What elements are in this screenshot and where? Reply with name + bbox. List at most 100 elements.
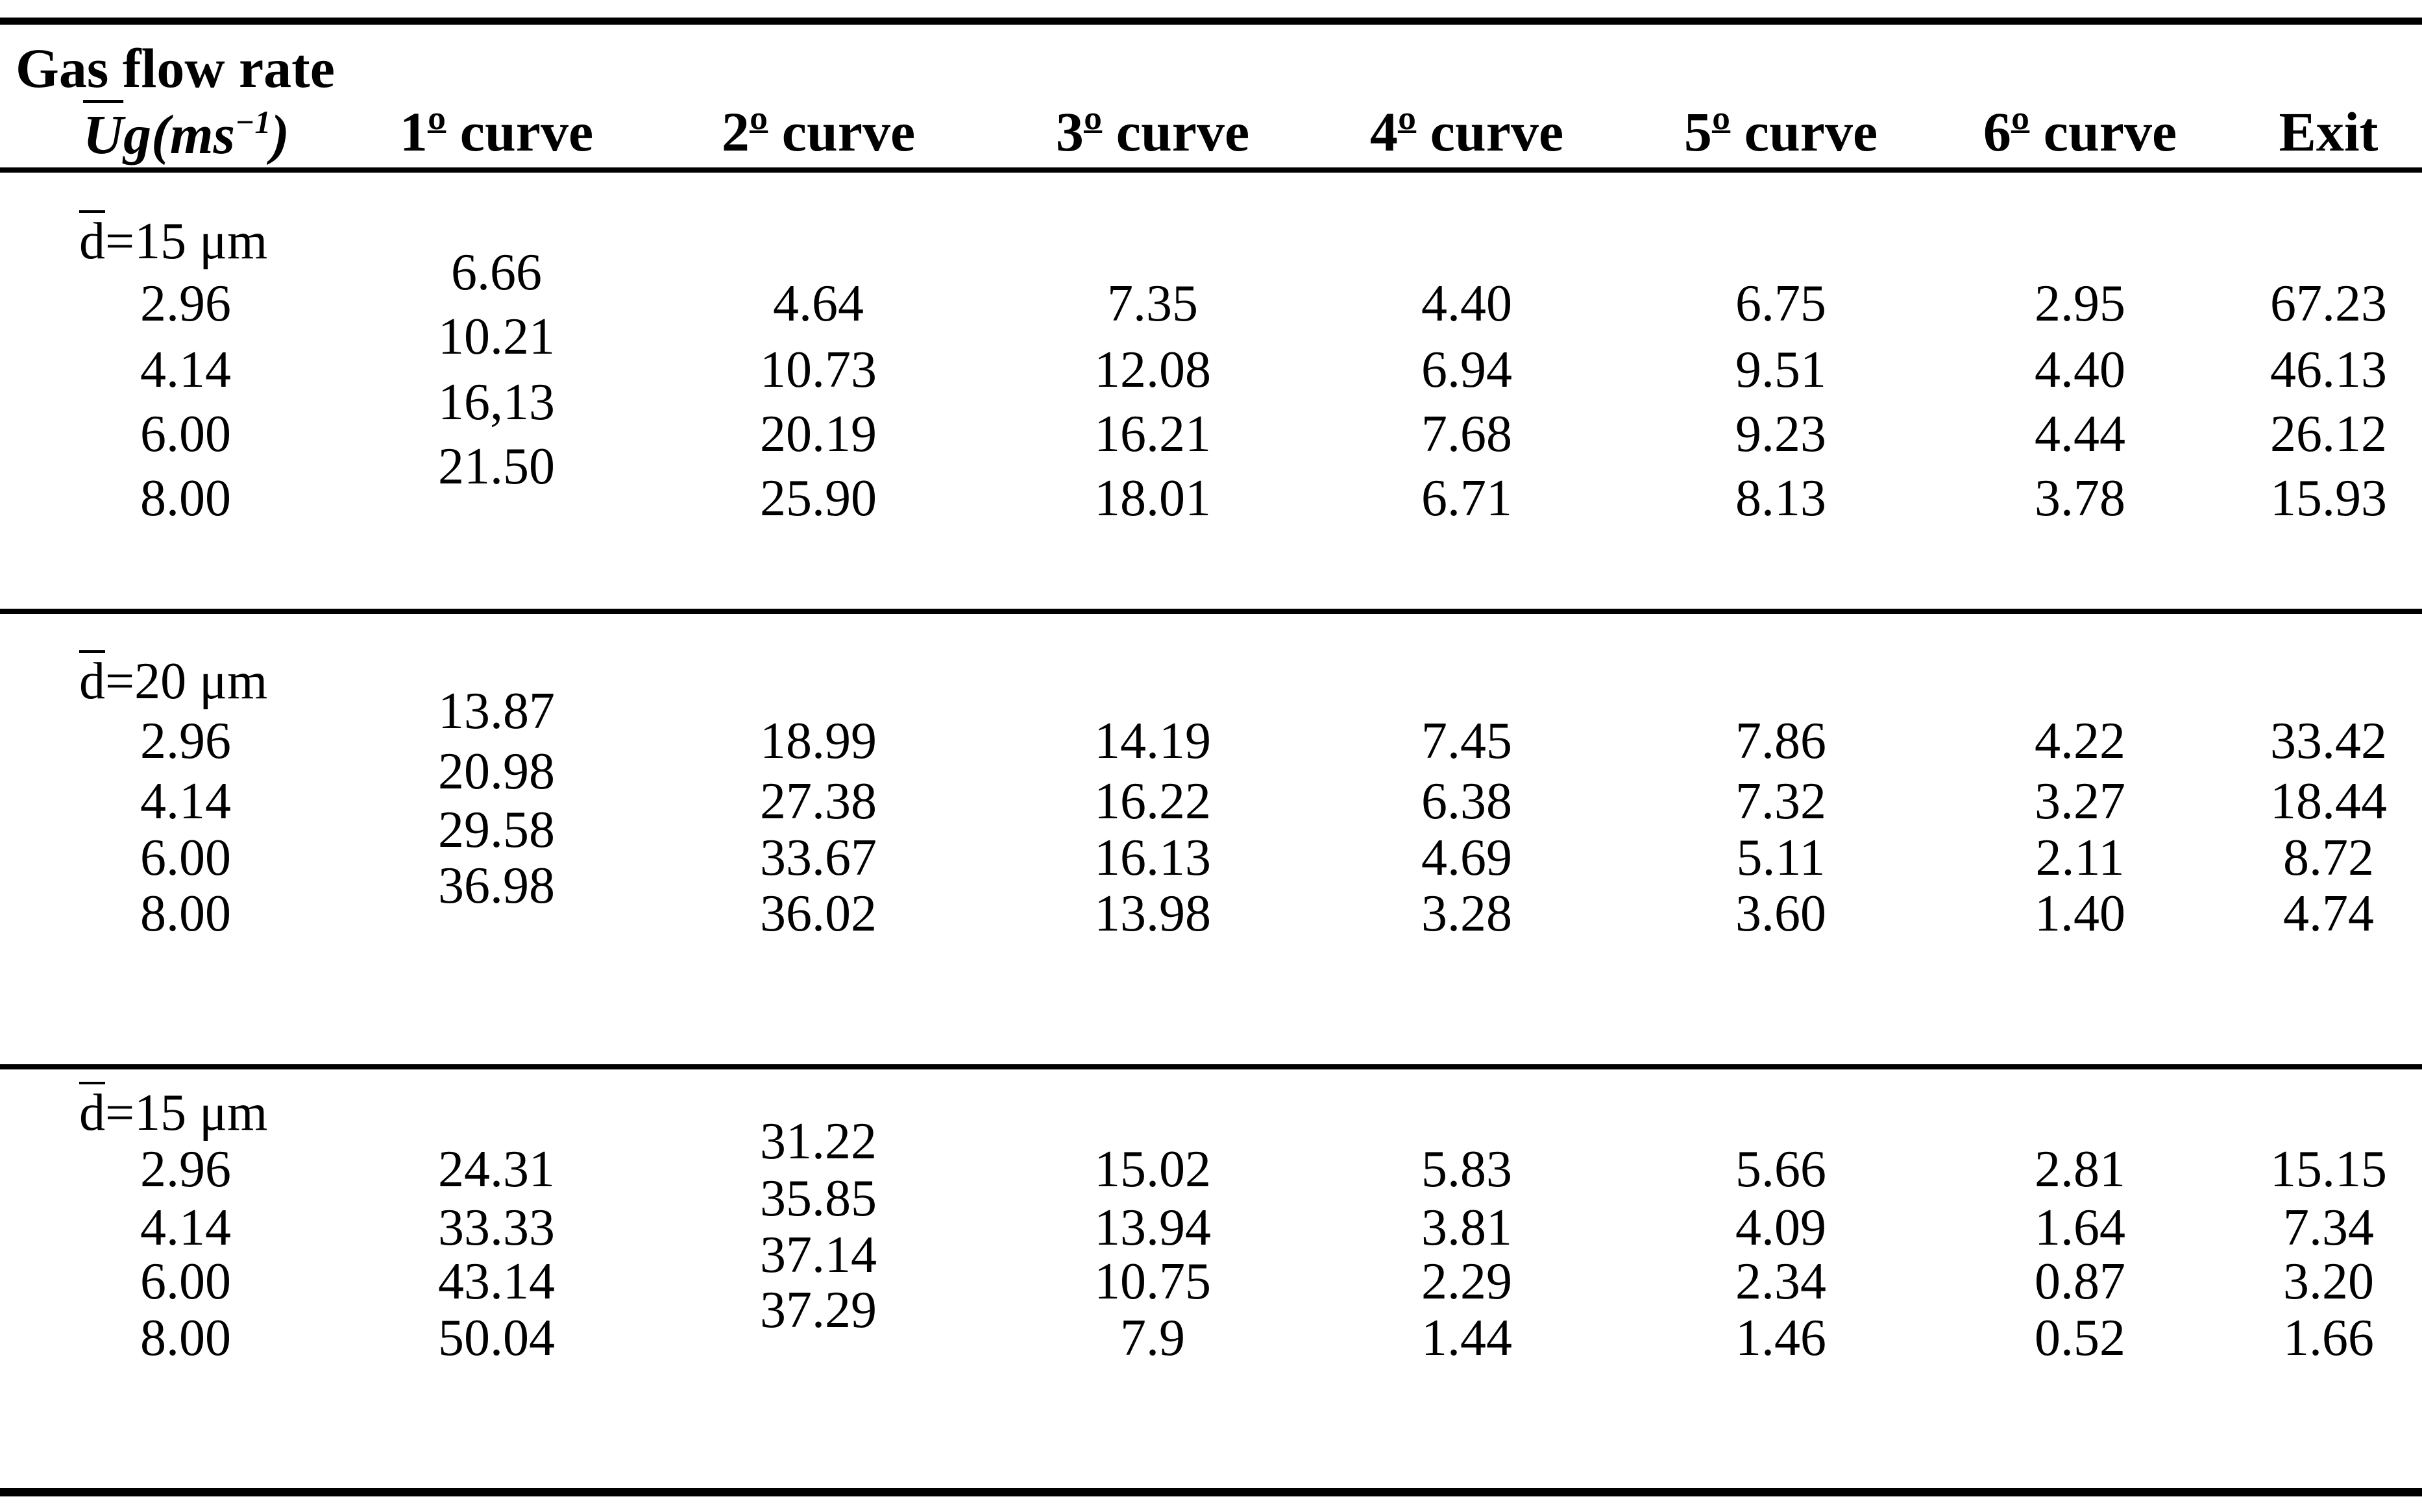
table-cell: 7.45 xyxy=(1421,713,1512,770)
table-cell: 7.68 xyxy=(1421,406,1512,463)
table-cell-staggered: 10.21 xyxy=(438,308,555,365)
table-cell: 26.12 xyxy=(2270,406,2387,463)
unit-text: g(ms xyxy=(123,103,236,165)
row-header-ug: 2.96 xyxy=(140,713,231,770)
d-overbar: d xyxy=(79,213,105,270)
table-cell: 3.78 xyxy=(2035,470,2125,527)
column-header-text: curve xyxy=(446,101,594,163)
table-cell-staggered: 20.98 xyxy=(438,743,555,800)
table-cell: 6.38 xyxy=(1421,773,1512,830)
table-cell: 4.40 xyxy=(2035,341,2125,398)
column-header-number: 5 xyxy=(1683,101,1712,163)
table-bottom-rule xyxy=(0,1488,2422,1496)
section-divider-rule xyxy=(0,1064,2422,1069)
table-cell: 1.44 xyxy=(1421,1310,1512,1367)
table-cell: 1.40 xyxy=(2035,885,2125,942)
table-cell-staggered: 21.50 xyxy=(438,438,555,495)
table-cell: 33.67 xyxy=(760,829,877,886)
ordinal-indicator-icon: º xyxy=(1083,101,1103,163)
table-cell: 15.93 xyxy=(2270,470,2387,527)
table-cell: 13.94 xyxy=(1094,1199,1211,1256)
table-cell: 2.29 xyxy=(1421,1253,1512,1310)
table-cell-staggered: 37.29 xyxy=(760,1282,877,1339)
table-cell: 15.15 xyxy=(2270,1141,2387,1198)
ordinal-indicator-icon: º xyxy=(2011,101,2030,163)
table-cell: 2.34 xyxy=(1735,1253,1826,1310)
table-cell: 33.42 xyxy=(2270,713,2387,770)
column-header: 3º curve xyxy=(1056,104,1249,160)
table-cell: 4.09 xyxy=(1735,1199,1826,1256)
section-divider-rule xyxy=(0,609,2422,614)
column-header-text: curve xyxy=(1730,101,1878,163)
table-cell: 4.44 xyxy=(2035,406,2125,463)
table-cell: 18.99 xyxy=(760,713,877,770)
table-cell: 5.83 xyxy=(1421,1141,1512,1198)
table-cell: 67.23 xyxy=(2270,275,2387,332)
table-cell: 46.13 xyxy=(2270,341,2387,398)
row-header-ug: 4.14 xyxy=(140,341,231,398)
table-cell: 5.11 xyxy=(1736,829,1826,886)
table-cell: 6.75 xyxy=(1735,275,1826,332)
row-header-ug: 2.96 xyxy=(140,275,231,332)
table-cell: 20.19 xyxy=(760,406,877,463)
ordinal-indicator-icon: º xyxy=(749,101,768,163)
table-cell: 1.66 xyxy=(2283,1310,2374,1367)
table-cell: 4.64 xyxy=(773,275,864,332)
table-cell: 7.32 xyxy=(1735,773,1826,830)
table-cell-staggered: 37.14 xyxy=(760,1226,877,1284)
table-cell: 18.44 xyxy=(2270,773,2387,830)
table-cell: 16.21 xyxy=(1094,406,1211,463)
d-overbar: d xyxy=(79,653,105,710)
ordinal-indicator-icon: º xyxy=(1397,101,1417,163)
table-cell: 6.94 xyxy=(1421,341,1512,398)
table-cell: 2.95 xyxy=(2035,275,2125,332)
unit-superscript: −1 xyxy=(235,104,271,141)
column-header: 4º curve xyxy=(1370,104,1563,160)
column-header-text: curve xyxy=(1416,101,1564,163)
table-cell: 13.98 xyxy=(1094,885,1211,942)
column-header-text: curve xyxy=(768,101,916,163)
table-cell: 8.13 xyxy=(1735,470,1826,527)
table-cell: 33.33 xyxy=(438,1199,555,1256)
column-header: 5º curve xyxy=(1684,104,1878,160)
table-cell: 7.86 xyxy=(1735,713,1826,770)
section-label: d=15 μm xyxy=(79,1087,267,1139)
section-label-text: =20 μm xyxy=(105,653,268,710)
table-cell: 3.27 xyxy=(2035,773,2125,830)
column-header-text: Exit xyxy=(2279,101,2379,163)
table-cell-staggered: 29.58 xyxy=(438,801,555,859)
table-cell: 36.02 xyxy=(760,885,877,942)
table-cell: 9.23 xyxy=(1735,406,1826,463)
table-cell: 6.71 xyxy=(1421,470,1512,527)
column-header-number: 4 xyxy=(1369,101,1398,163)
column-header: Exit xyxy=(2279,104,2379,160)
row-header-ug: 6.00 xyxy=(140,406,231,463)
table-top-rule xyxy=(0,18,2422,25)
table-cell: 7.35 xyxy=(1107,275,1198,332)
table-cell: 5.66 xyxy=(1735,1141,1826,1198)
table-cell: 16.22 xyxy=(1094,773,1211,830)
row-header-ug: 6.00 xyxy=(140,829,231,886)
table-cell: 7.9 xyxy=(1120,1310,1185,1367)
table-cell: 3.81 xyxy=(1421,1199,1512,1256)
table-cell: 10.73 xyxy=(760,341,877,398)
column-header: 6º curve xyxy=(1983,104,2177,160)
table-cell: 9.51 xyxy=(1735,341,1826,398)
table-cell: 3.60 xyxy=(1735,885,1826,942)
header-gas-flow-rate: Gas flow rate xyxy=(16,37,335,99)
table-cell: 4.74 xyxy=(2283,885,2374,942)
row-header-ug: 4.14 xyxy=(140,773,231,830)
table-cell: 50.04 xyxy=(438,1310,555,1367)
row-header-ug: 2.96 xyxy=(140,1141,231,1198)
table-cell: 1.64 xyxy=(2035,1199,2125,1256)
table-header-rule xyxy=(0,167,2422,173)
ordinal-indicator-icon: º xyxy=(427,101,446,163)
table-cell: 15.02 xyxy=(1094,1141,1211,1198)
section-label-text: =15 μm xyxy=(105,1084,268,1141)
row-header-ug: 8.00 xyxy=(140,885,231,942)
column-header-text: curve xyxy=(2029,101,2177,163)
table-cell-staggered: 6.66 xyxy=(451,244,542,301)
header-unit-ug: Ug(ms−1) xyxy=(83,106,289,162)
table-cell: 4.40 xyxy=(1421,275,1512,332)
